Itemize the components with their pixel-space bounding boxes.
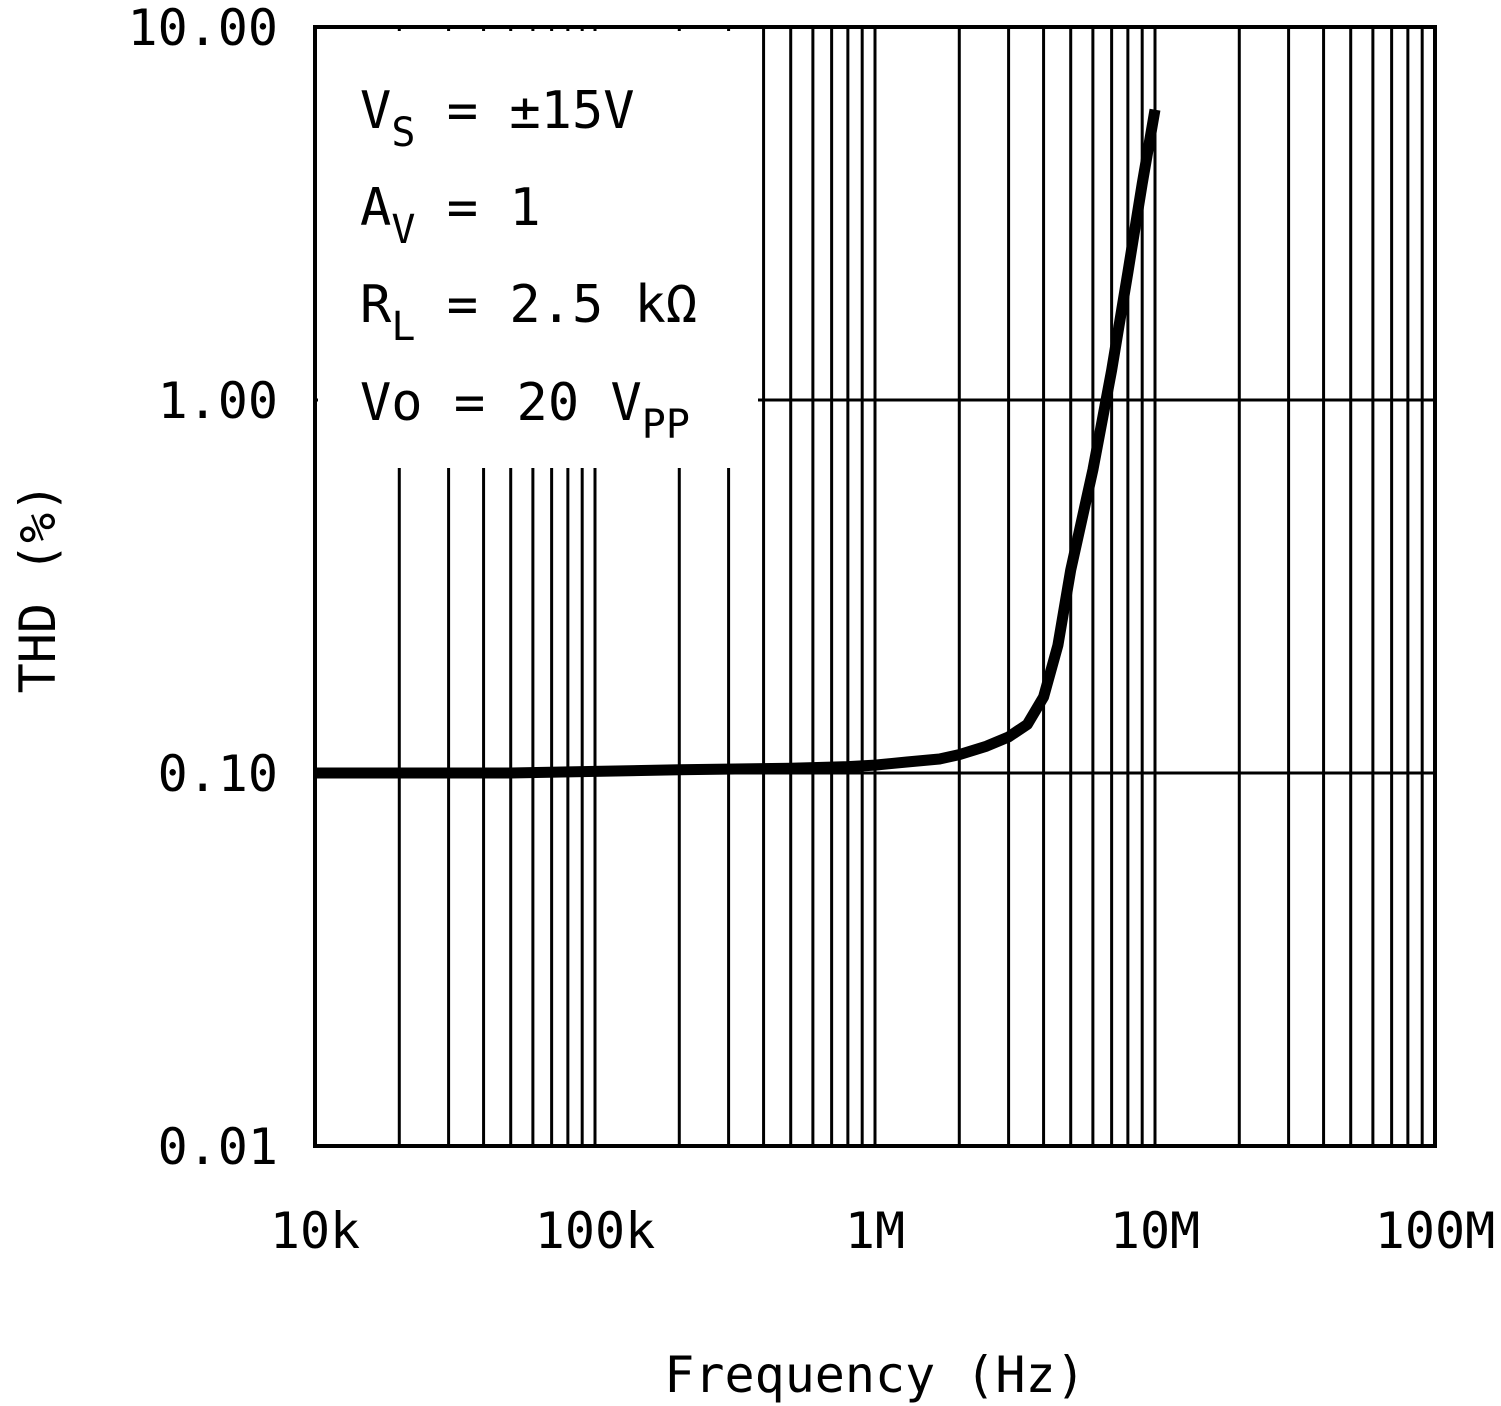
thd-series-line [315,108,1161,779]
annotation-av-main: A [360,178,391,238]
x-axis-title: Frequency (Hz) [664,1346,1085,1404]
annotation-rl: RL = 2.5 kΩ [360,275,697,350]
x-tick-label: 100M [1375,1202,1495,1260]
y-tick-label: 0.01 [158,1118,278,1176]
plot-frame [313,25,1437,1148]
annotation-block: VS = ±15V AV = 1 RL = 2.5 kΩ Vo = 20 VPP [360,81,697,448]
annotation-background [318,31,758,468]
annotation-vs-main: V [360,81,391,141]
x-tick-labels: 10k 100k 1M 10M 100M [270,1202,1495,1260]
annotation-rl-sub: L [391,304,415,350]
annotation-vs-sub: S [391,110,415,156]
annotation-av-rest: = 1 [415,178,540,238]
x-tick-label: 1M [845,1202,905,1260]
y-tick-label: 1.00 [158,372,278,430]
annotation-av-sub: V [391,207,415,253]
annotation-rl-main: R [360,275,392,335]
annotation-rl-rest: = 2.5 kΩ [415,275,697,335]
annotation-vs: VS = ±15V [360,81,635,156]
annotation-vo-main: Vo = 20 V [360,373,642,433]
y-axis-title: THD (%) [9,483,67,694]
x-tick-label: 100k [535,1202,655,1260]
y-tick-label: 10.00 [127,0,278,57]
x-tick-label: 10M [1110,1202,1200,1260]
annotation-av: AV = 1 [360,178,541,253]
annotation-vo: Vo = 20 VPP [360,373,690,448]
y-tick-labels: 10.00 1.00 0.10 0.01 [127,0,278,1176]
annotation-vo-sub: PP [642,402,690,448]
y-tick-label: 0.10 [158,745,278,803]
x-tick-label: 10k [270,1202,360,1260]
annotation-vs-rest: = ±15V [415,81,634,141]
